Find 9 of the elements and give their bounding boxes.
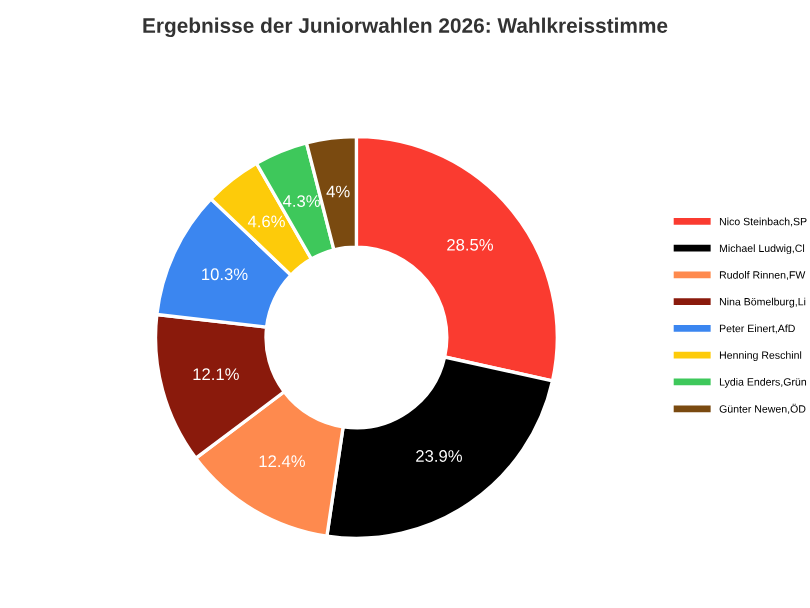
- data-label: 4.3%: [282, 195, 320, 207]
- data-label: 4%: [326, 185, 350, 198]
- data-label: 28.5%: [447, 238, 494, 251]
- data-label: 4.6%: [247, 215, 285, 228]
- data-label: 23.9%: [416, 450, 462, 462]
- data-label: 12.4%: [259, 455, 305, 468]
- data-label: 12.1%: [193, 368, 239, 381]
- chart-title: Ergebnisse der Juniorwahlen 2026: Wahlkreisstimme: [143, 17, 668, 38]
- data-label: 10.3%: [202, 268, 248, 281]
